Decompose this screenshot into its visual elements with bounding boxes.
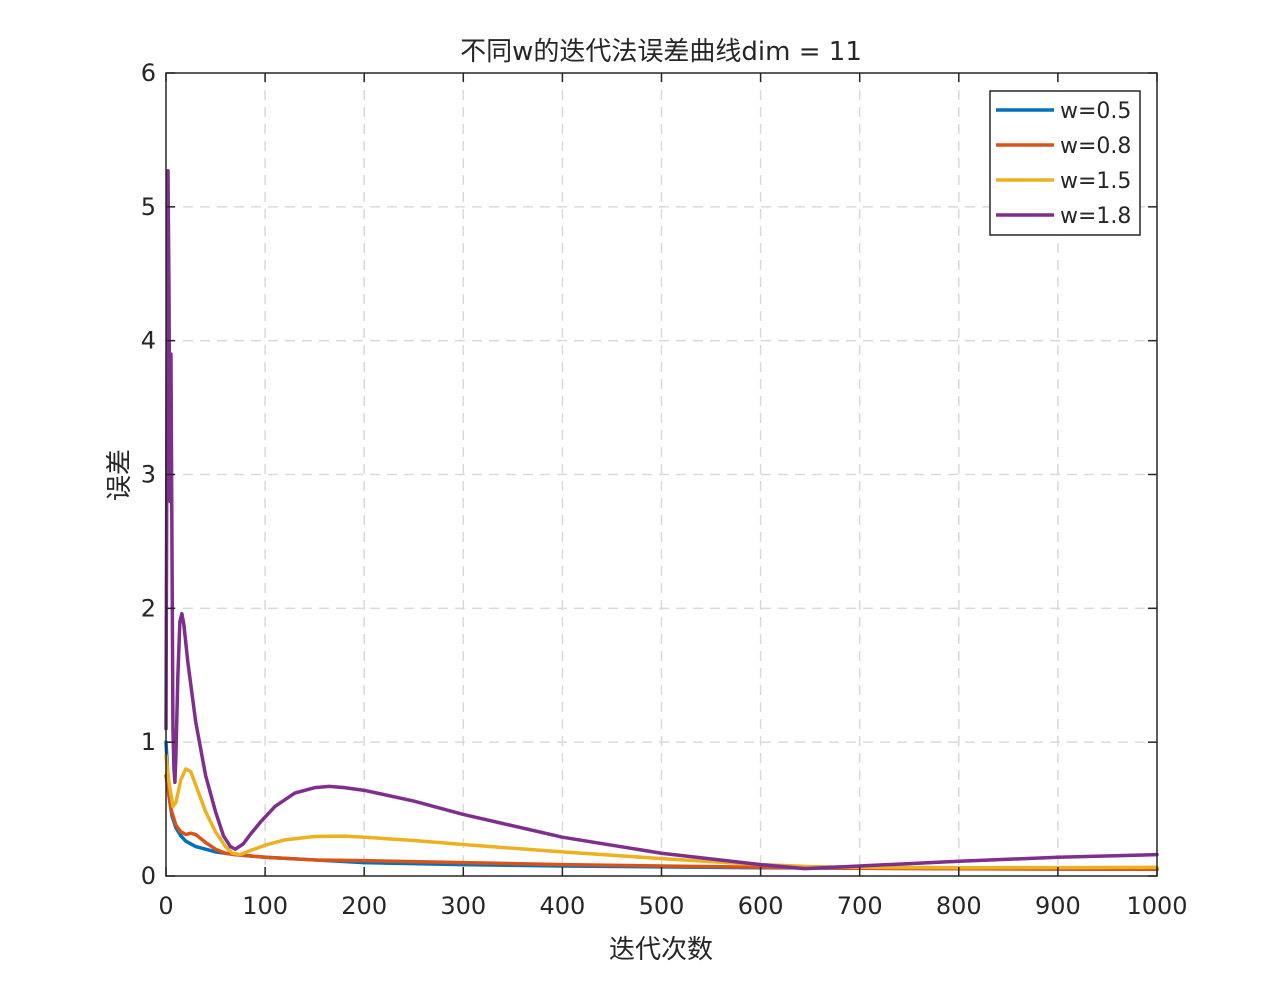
y-tick-label: 4 bbox=[141, 327, 156, 355]
legend-label: w=0.8 bbox=[1060, 134, 1131, 159]
legend-box bbox=[989, 90, 1141, 236]
x-axis-label: 迭代次数 bbox=[609, 935, 713, 965]
y-tick-label: 2 bbox=[141, 594, 156, 622]
x-tick-label: 900 bbox=[1035, 892, 1081, 920]
legend-label: w=1.8 bbox=[1060, 204, 1131, 229]
series-line-w-1-8 bbox=[164, 168, 1159, 871]
x-tick-label: 0 bbox=[158, 892, 173, 920]
y-tick-label: 1 bbox=[141, 728, 156, 756]
x-tick-label: 600 bbox=[738, 892, 784, 920]
x-tick-label: 200 bbox=[341, 892, 387, 920]
x-tick-label: 700 bbox=[837, 892, 883, 920]
legend[interactable]: w=0.5 w=0.8 w=1.5 w=1.8 bbox=[989, 90, 1141, 236]
axis-ticks: 0 100 200 300 400 500 600 700 800 900 1000 0 1 2 3 4 5 6 bbox=[141, 59, 1188, 920]
x-tick-label: 800 bbox=[936, 892, 982, 920]
y-tick-label: 0 bbox=[141, 862, 156, 890]
x-tick-label: 500 bbox=[639, 892, 685, 920]
legend-label: w=0.5 bbox=[1060, 99, 1131, 124]
y-tick-label: 5 bbox=[141, 193, 156, 221]
y-axis-label: 误差 bbox=[105, 449, 135, 501]
x-tick-label: 100 bbox=[242, 892, 288, 920]
legend-label: w=1.5 bbox=[1060, 169, 1131, 194]
x-tick-label: 400 bbox=[539, 892, 585, 920]
chart-title: 不同w的迭代法误差曲线dim = 11 bbox=[460, 37, 862, 67]
x-tick-label: 1000 bbox=[1126, 892, 1187, 920]
y-tick-label: 6 bbox=[141, 59, 156, 87]
series-lines bbox=[164, 168, 1159, 872]
x-tick-label: 300 bbox=[440, 892, 486, 920]
y-tick-label: 3 bbox=[141, 461, 156, 489]
